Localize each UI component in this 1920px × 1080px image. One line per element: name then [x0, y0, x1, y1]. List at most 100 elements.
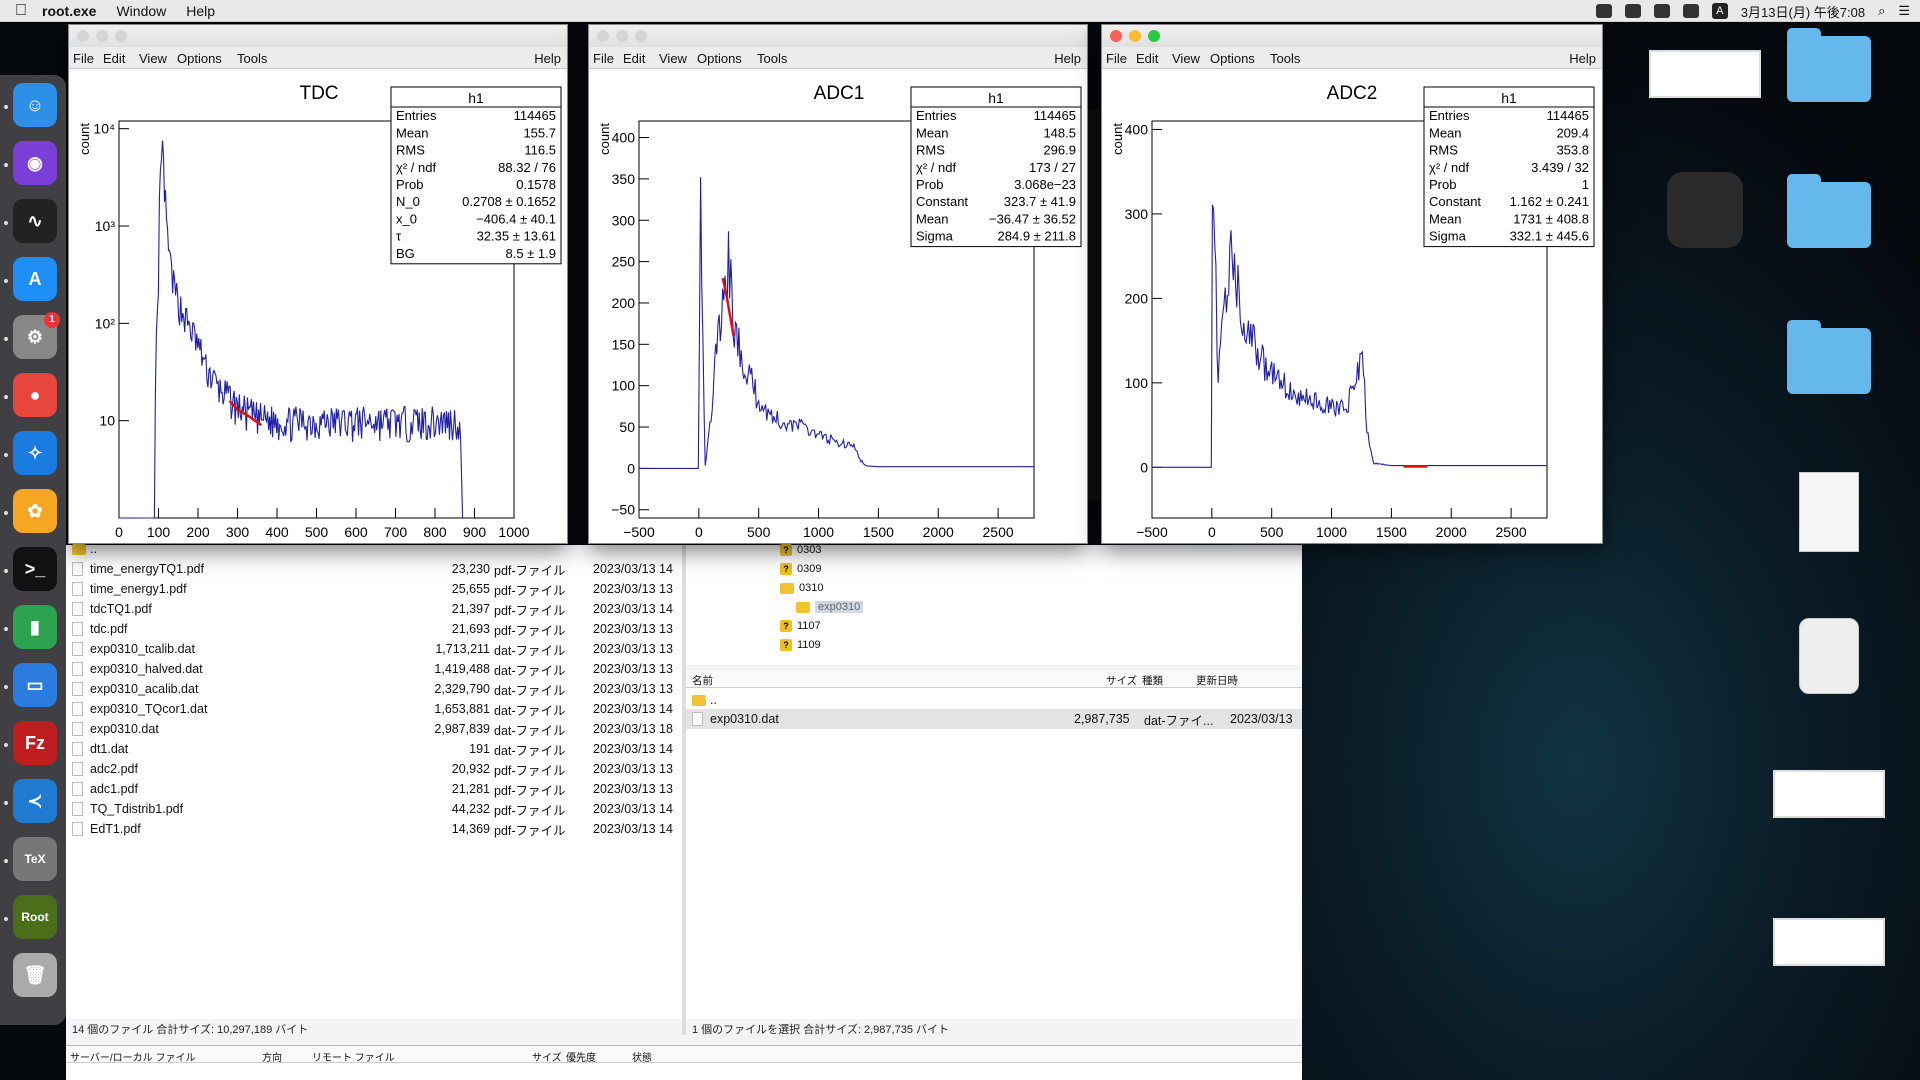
close-button[interactable]	[1110, 30, 1122, 42]
adc2-canvas-window[interactable]: File Edit View Options Tools Help ADC2 −500 0 500…	[1101, 24, 1603, 545]
table-row[interactable]: exp0310.dat 2,987,839 dat-ファイル 2023/03/13 1…	[66, 719, 682, 739]
desktop-item-5[interactable]	[1734, 770, 1920, 830]
local-file-list[interactable]: .. time_energyTQ1.pdf 23,230 pdf-ファイル 2023/0…	[66, 542, 682, 1019]
numbers-icon[interactable]: ▮	[13, 605, 57, 649]
table-row[interactable]: ..	[686, 690, 1302, 710]
menu-app-name[interactable]: root.exe	[42, 2, 97, 19]
table-row[interactable]: tdcTQ1.pdf 21,397 pdf-ファイル 2023/03/13 14	[66, 599, 682, 619]
menu-clock[interactable]: 3月13日(月) 午後7:08	[1740, 4, 1866, 20]
table-row[interactable]: time_energyTQ1.pdf 23,230 pdf-ファイル 2023/03/…	[66, 559, 682, 579]
zoom-button[interactable]	[115, 30, 127, 42]
table-row[interactable]: exp0310_TQcor1.dat 1,653,881 dat-ファイル 2023/…	[66, 699, 682, 719]
desktop-item-2[interactable]	[1734, 320, 1920, 406]
desktop-item-4[interactable]	[1734, 618, 1920, 706]
remote-dir-tree[interactable]: ? 0303 ? 0309 0310 exp0310 ? 1107 ? 1109	[686, 544, 1302, 665]
control-center-icon[interactable]: ☰	[1898, 3, 1910, 18]
minimize-button[interactable]	[96, 30, 108, 42]
desktop-item-7[interactable]	[1610, 50, 1800, 110]
adc1-canvas-window[interactable]: File Edit View Options Tools Help ADC1 −500 0 500…	[588, 24, 1088, 545]
table-row[interactable]: dt1.dat 191 dat-ファイル 2023/03/13 14	[66, 739, 682, 759]
menu-view[interactable]: View	[1172, 51, 1200, 66]
title-bar[interactable]	[69, 25, 567, 47]
input-method-icon[interactable]: A	[1711, 3, 1728, 19]
queue-column[interactable]: サイズ	[532, 1053, 562, 1064]
filezilla-icon[interactable]: Fz	[13, 721, 57, 765]
wifi-icon[interactable]	[1682, 4, 1699, 18]
menu-options[interactable]: Options	[177, 51, 222, 66]
column-size[interactable]: サイズ	[1106, 675, 1138, 687]
tree-item[interactable]: 0310	[780, 582, 823, 594]
safari-icon[interactable]: ✧	[13, 431, 57, 475]
menu-help[interactable]: Help	[186, 2, 216, 19]
menu-help[interactable]: Help	[1569, 51, 1596, 66]
queue-column[interactable]: 優先度	[566, 1053, 596, 1064]
menu-file[interactable]: File	[1106, 51, 1127, 66]
menu-help[interactable]: Help	[1054, 51, 1081, 66]
queue-column[interactable]: サーバー/ローカル ファイル	[70, 1053, 196, 1064]
zoom-button[interactable]	[1148, 30, 1160, 42]
column-date[interactable]: 更新日時	[1196, 675, 1238, 687]
menu-tools[interactable]: Tools	[1270, 51, 1301, 66]
table-row[interactable]: time_energy1.pdf 25,655 pdf-ファイル 2023/03/13…	[66, 579, 682, 599]
tex-icon[interactable]: TeX	[13, 837, 57, 881]
activity-monitor-icon[interactable]: ∿	[13, 199, 57, 243]
system-preferences-icon[interactable]: ⚙ 1	[13, 312, 60, 359]
desktop-item-8[interactable]	[1610, 172, 1800, 260]
apple-icon[interactable]: 	[0, 2, 42, 20]
close-button[interactable]	[77, 30, 89, 42]
menu-edit[interactable]: Edit	[103, 51, 126, 66]
title-bar[interactable]	[1102, 25, 1602, 47]
menu-options[interactable]: Options	[1210, 51, 1255, 66]
menu-tools[interactable]: Tools	[757, 51, 788, 66]
desktop-item-6[interactable]	[1734, 918, 1920, 978]
menu-tools[interactable]: Tools	[237, 51, 268, 66]
table-row[interactable]: TQ_Tdistrib1.pdf 44,232 pdf-ファイル 2023/03/13…	[66, 799, 682, 819]
vscode-icon[interactable]: ≺	[13, 779, 57, 823]
tree-item[interactable]: ? 0309	[780, 563, 821, 575]
close-button[interactable]	[597, 30, 609, 42]
desktop-item-3[interactable]	[1734, 472, 1920, 564]
tree-item[interactable]: ? 1109	[780, 639, 821, 651]
table-row[interactable]: EdT1.pdf 14,369 pdf-ファイル 2023/03/13 14	[66, 819, 682, 839]
terminal-icon[interactable]: >_	[13, 547, 57, 591]
spotlight-icon[interactable]: ⌕	[1878, 3, 1886, 18]
menu-view[interactable]: View	[659, 51, 687, 66]
photos-icon[interactable]: ✿	[13, 489, 57, 533]
column-name[interactable]: 名前	[692, 675, 713, 687]
app-store-icon[interactable]: A	[13, 257, 57, 301]
dropbox-icon[interactable]	[1595, 4, 1612, 18]
table-row[interactable]: exp0310.dat 2,987,735 dat-ファイ... 2023/03/13	[686, 709, 1302, 729]
tree-item[interactable]: ? 0303	[780, 544, 821, 556]
menu-help[interactable]: Help	[534, 51, 561, 66]
table-row[interactable]: exp0310_acalib.dat 2,329,790 dat-ファイル 2023/…	[66, 679, 682, 699]
remote-file-list[interactable]: 名前 サイズ 種類 更新日時.. exp0310.dat 2,987,735 dat-ファイ…	[686, 670, 1302, 1019]
table-row[interactable]: exp0310_tcalib.dat 1,713,211 dat-ファイル 2023/…	[66, 639, 682, 659]
table-row[interactable]: adc2.pdf 20,932 pdf-ファイル 2023/03/13 13	[66, 759, 682, 779]
table-row[interactable]: tdc.pdf 21,693 pdf-ファイル 2023/03/13 13	[66, 619, 682, 639]
minimize-button[interactable]	[1129, 30, 1141, 42]
finder-icon[interactable]: ☺	[13, 83, 57, 127]
bluetooth-icon[interactable]	[1653, 4, 1670, 18]
menu-file[interactable]: File	[73, 51, 94, 66]
chrome-icon[interactable]: ●	[13, 373, 57, 417]
root-icon[interactable]: Root	[13, 895, 57, 939]
tree-item[interactable]: exp0310	[796, 601, 864, 613]
menu-edit[interactable]: Edit	[623, 51, 646, 66]
desktop-item-1[interactable]	[1734, 174, 1920, 260]
queue-column[interactable]: 方向	[262, 1053, 282, 1064]
column-type[interactable]: 種類	[1142, 675, 1163, 687]
siri-icon[interactable]: ◉	[13, 141, 57, 185]
title-bar[interactable]	[589, 25, 1087, 47]
table-row[interactable]: exp0310_halved.dat 1,419,488 dat-ファイル 2023/…	[66, 659, 682, 679]
menu-view[interactable]: View	[139, 51, 167, 66]
menu-window[interactable]: Window	[116, 2, 167, 19]
tree-item[interactable]: ? 1107	[780, 620, 821, 632]
table-row[interactable]: ..	[66, 539, 682, 559]
menu-file[interactable]: File	[593, 51, 614, 66]
queue-column[interactable]: 状態	[632, 1053, 652, 1064]
tdc-canvas-window[interactable]: File Edit View Options Tools Help TDC 0 100 200 30…	[68, 24, 568, 545]
trash-icon[interactable]: 🗑	[13, 953, 57, 997]
keynote-icon[interactable]: ▭	[13, 663, 57, 707]
cloud-icon[interactable]	[1624, 4, 1641, 18]
desktop-item-0[interactable]	[1734, 28, 1920, 114]
